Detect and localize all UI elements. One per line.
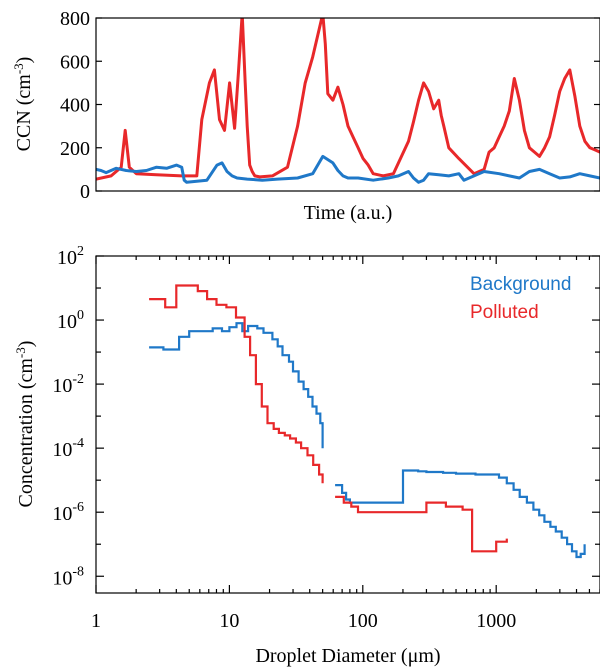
- ccn-y-tick-label: 0: [80, 181, 90, 203]
- distribution-y-tick-label: 10-2: [52, 372, 84, 397]
- distribution-series-polluted: [149, 284, 508, 553]
- distribution-y-tick-label: 10-8: [52, 564, 84, 589]
- distribution-y-tick-label: 10-6: [52, 500, 84, 525]
- legend-background: Background: [470, 274, 571, 295]
- legend: Background Polluted: [470, 274, 571, 323]
- distribution-y-tick-label: 100: [57, 308, 84, 333]
- distribution-series-background: [149, 322, 586, 559]
- distribution-y-tick-label: 10-4: [52, 436, 84, 461]
- ccn-y-axis-title: CCN (cm-3): [11, 57, 35, 152]
- ccn-plot-frame: [95, 17, 600, 192]
- distribution-plot-area: [149, 284, 586, 559]
- ccn-y-tick-label: 200: [60, 138, 90, 160]
- ccn-x-axis-title: Time (a.u.): [304, 202, 393, 224]
- ccn-y-tick-label: 600: [60, 51, 90, 73]
- distribution-x-tick-label: 10: [219, 610, 239, 632]
- distribution-x-tick-label: 1: [91, 610, 101, 632]
- distribution-axes: 1 10 100 1000 10-8 10-6 10-4 10-2 100 102: [52, 244, 600, 632]
- ccn-time-series-panel: 0 200 400 600 800 Time (a.u.) CCN (cm-3): [11, 8, 600, 224]
- ccn-y-tick-label: 800: [60, 8, 90, 30]
- distribution-y-axis-title: Concentration (cm-3): [13, 341, 37, 508]
- ccn-series-background: [96, 154, 600, 184]
- ccn-y-axis: 0 200 400 600 800: [60, 8, 600, 203]
- ccn-series-polluted: [96, 18, 600, 181]
- distribution-y-tick-label: 102: [57, 244, 84, 269]
- distribution-plot-frame: [95, 255, 600, 594]
- droplet-size-distribution-panel: 1 10 100 1000 10-8 10-6 10-4 10-2 100 102 Droplet…: [13, 244, 600, 667]
- legend-polluted: Polluted: [470, 302, 539, 323]
- ccn-plot-area: [96, 18, 600, 184]
- distribution-x-axis-title: Droplet Diameter (μm): [255, 645, 440, 667]
- distribution-x-tick-label: 1000: [476, 610, 516, 632]
- distribution-x-tick-label: 100: [348, 610, 378, 632]
- ccn-y-tick-label: 400: [60, 95, 90, 117]
